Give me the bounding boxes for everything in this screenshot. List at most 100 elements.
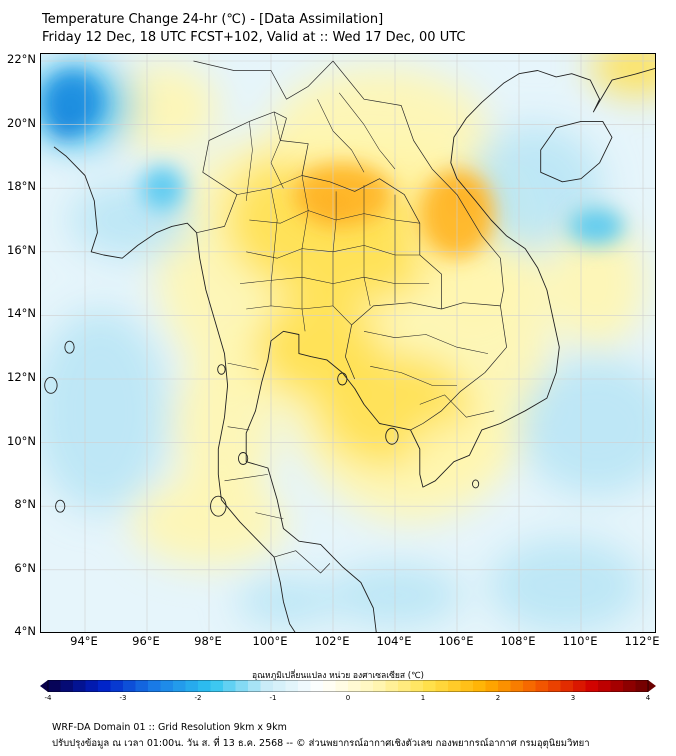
colorbar-outline (47, 680, 649, 692)
colorbar-tick-label: 2 (495, 694, 501, 702)
lon-label: 108°E (500, 634, 536, 648)
colorbar-segment (323, 680, 336, 692)
colorbar-segment (235, 680, 249, 692)
colorbar-segment (260, 680, 274, 692)
province-border (227, 362, 259, 370)
country-border (193, 60, 334, 100)
colorbar-segment (173, 680, 186, 692)
country-border (410, 305, 507, 431)
colorbar-segment (585, 680, 599, 692)
colorbar-segment (285, 680, 299, 692)
island (64, 340, 75, 354)
colorbar-segment (535, 680, 549, 692)
colorbar-segment (598, 680, 611, 692)
lon-label: 112°E (624, 634, 660, 648)
island (337, 372, 348, 386)
field-patch (255, 296, 380, 399)
lon-label: 94°E (70, 634, 98, 648)
province-border (370, 366, 457, 386)
colorbar-tick-label: 3 (570, 694, 576, 702)
island (44, 376, 58, 394)
colorbar-tick-label: 0 (345, 694, 351, 702)
colorbar-segment (498, 680, 511, 692)
province-border (317, 99, 365, 173)
colorbar-extend-high (648, 680, 656, 692)
coastline (53, 146, 296, 632)
colorbar-segment (110, 680, 124, 692)
island (238, 452, 249, 465)
lon-label: 96°E (132, 634, 160, 648)
colorbar-segment (248, 680, 261, 692)
coastline-hainan (540, 120, 613, 183)
field-hotspot (41, 70, 104, 135)
colorbar-segment (610, 680, 624, 692)
colorbar-segment (298, 680, 311, 692)
colorbar-tick-label: 4 (645, 694, 651, 702)
province-border (255, 512, 284, 520)
lon-label: 106°E (438, 634, 474, 648)
colorbar-segment (435, 680, 449, 692)
colorbar-segment (385, 680, 399, 692)
colorbar-tick-label: -1 (269, 694, 277, 702)
coastline (245, 67, 655, 632)
colorbar-segment (548, 680, 561, 692)
island (210, 495, 227, 517)
colorbar-segment (148, 680, 161, 692)
country-border (279, 118, 442, 309)
colorbar-tick-label: 1 (420, 694, 426, 702)
colorbar-segment (510, 680, 524, 692)
colorbar-segment (48, 680, 61, 692)
colorbar-segment (73, 680, 86, 692)
field-hotspot (568, 207, 625, 246)
colorbar-segment (85, 680, 99, 692)
colorbar-extend-low (40, 680, 48, 692)
colorbar-segment (485, 680, 499, 692)
field-hotspot (292, 162, 392, 227)
colorbar-segment (398, 680, 411, 692)
province-border (224, 474, 268, 482)
colorbar-segment (123, 680, 136, 692)
lat-label: 16°N (7, 242, 36, 257)
island (55, 499, 66, 513)
field-patch (519, 356, 655, 497)
lat-label: 8°N (14, 497, 36, 512)
province-border (270, 111, 284, 189)
colorbar-segment (460, 680, 474, 692)
lon-label: 104°E (376, 634, 412, 648)
colorbar-segment (448, 680, 461, 692)
lat-label: 4°N (14, 624, 36, 639)
field-patch (41, 309, 169, 513)
country-border (196, 111, 287, 234)
colorbar-segment (410, 680, 424, 692)
colorbar-segment (273, 680, 286, 692)
province-border (227, 426, 250, 431)
colorbar-segment (423, 680, 436, 692)
colorbar-segment (373, 680, 386, 692)
colorbar-tick-label: -4 (44, 694, 52, 702)
lat-label: 18°N (7, 179, 36, 194)
coastlines (44, 67, 655, 632)
lat-label: 6°N (14, 560, 36, 575)
colorbar-segment (335, 680, 349, 692)
colorbar-segment (98, 680, 111, 692)
colorbar-segment (560, 680, 574, 692)
lat-label: 10°N (7, 433, 36, 448)
map-title: Temperature Change 24-hr (℃) - [Data Ass… (42, 12, 384, 27)
province-borders (193, 60, 507, 574)
province-border (332, 191, 337, 306)
province-border (270, 188, 278, 306)
colorbar-segment (360, 680, 374, 692)
colorbar-tick-label: -2 (194, 694, 202, 702)
colorbar (40, 680, 656, 692)
province-border (301, 175, 309, 332)
map-subtitle: Friday 12 Dec, 18 UTC FCST+102, Valid at… (42, 30, 466, 45)
province-border (338, 92, 396, 170)
lat-label: 12°N (7, 370, 36, 384)
lon-label: 110°E (562, 634, 598, 648)
temperature-change-map[interactable] (40, 53, 656, 633)
country-border (345, 302, 442, 380)
colorbar-segment (160, 680, 174, 692)
field-patch (590, 54, 655, 96)
lat-label: 20°N (7, 115, 36, 130)
island (217, 364, 226, 375)
